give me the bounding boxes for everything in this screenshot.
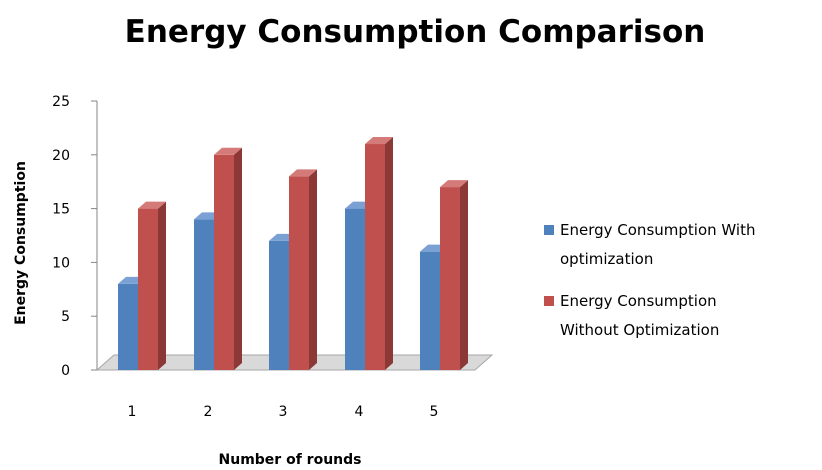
x-axis-title: Number of rounds	[219, 452, 362, 468]
bar-top	[440, 180, 468, 188]
bar-without-optimization-round-1	[138, 201, 166, 370]
bar-side	[158, 201, 166, 370]
bar-side	[309, 169, 317, 370]
x-tick-label: 5	[430, 404, 439, 420]
y-axis-ticks: 0 5 10 15 20 25	[52, 94, 97, 379]
legend-label-without-optimization-line2: Without Optimization	[560, 321, 719, 339]
bar-top	[365, 137, 393, 145]
bar-front	[118, 283, 138, 370]
bar-front	[194, 219, 214, 370]
bar-front	[345, 208, 365, 370]
legend-label-without-optimization: Energy Consumption	[560, 292, 717, 310]
legend-item-without-optimization: Energy Consumption Without Optimization	[544, 292, 719, 339]
bar-front	[289, 176, 309, 370]
bar-without-optimization-round-5	[440, 180, 468, 370]
bars-group	[118, 137, 468, 370]
bar-front	[269, 240, 289, 370]
y-tick-label: 25	[52, 94, 70, 110]
y-tick-label: 0	[61, 363, 70, 379]
y-tick-label: 15	[52, 202, 70, 218]
legend-label-with-optimization: Energy Consumption With	[560, 221, 755, 239]
bar-top	[214, 147, 242, 155]
legend: Energy Consumption With optimization Ene…	[544, 221, 755, 339]
x-tick-label: 3	[279, 404, 288, 420]
bar-front	[138, 208, 158, 370]
bar-side	[234, 147, 242, 370]
bar-top	[138, 201, 166, 209]
legend-item-with-optimization: Energy Consumption With optimization	[544, 221, 755, 268]
bar-without-optimization-round-4	[365, 137, 393, 370]
bar-front	[214, 154, 234, 370]
y-axis-title: Energy Consumption	[13, 161, 29, 325]
y-tick-label: 10	[52, 255, 70, 271]
bar-side	[460, 180, 468, 370]
x-tick-label: 4	[355, 404, 364, 420]
legend-swatch-without-optimization	[544, 296, 554, 306]
chart-title: Energy Consumption Comparison	[125, 14, 706, 50]
y-tick-label: 5	[61, 309, 70, 325]
legend-swatch-with-optimization	[544, 225, 554, 235]
bar-without-optimization-round-3	[289, 169, 317, 370]
legend-label-with-optimization-line2: optimization	[560, 250, 653, 268]
x-axis-ticks: 1 2 3 4 5	[128, 404, 439, 420]
bar-front	[420, 251, 440, 370]
bar-without-optimization-round-2	[214, 147, 242, 370]
y-tick-label: 20	[52, 148, 70, 164]
bar-front	[365, 144, 385, 370]
bar-front	[440, 187, 460, 370]
bar-top	[289, 169, 317, 177]
x-tick-label: 1	[128, 404, 137, 420]
x-tick-label: 2	[204, 404, 213, 420]
bar-side	[385, 137, 393, 370]
